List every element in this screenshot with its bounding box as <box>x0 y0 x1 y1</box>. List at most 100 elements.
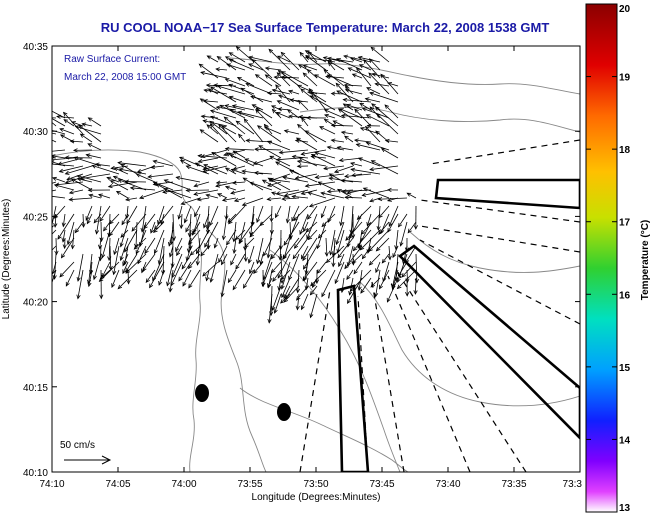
current-vector <box>289 169 318 183</box>
current-vector <box>78 124 102 143</box>
current-vector <box>106 176 120 183</box>
current-vector <box>275 205 282 219</box>
current-vector <box>52 139 57 143</box>
current-vector <box>93 213 102 224</box>
current-vector <box>307 191 327 199</box>
current-vector <box>346 269 354 281</box>
current-vector <box>387 213 399 233</box>
x-tick-label: 73:50 <box>303 479 328 490</box>
current-vector <box>321 269 336 298</box>
current-vector <box>87 188 111 193</box>
survey-polygon-south <box>336 284 370 472</box>
current-vector <box>226 63 246 71</box>
current-vector <box>213 237 219 249</box>
current-vector <box>300 189 318 196</box>
current-vector <box>271 285 282 311</box>
current-vector <box>324 237 329 257</box>
radial-line-9 <box>429 139 580 165</box>
current-vector <box>150 221 156 234</box>
current-vector <box>237 110 264 119</box>
current-vector <box>272 269 282 283</box>
radial-line-1 <box>299 289 331 472</box>
current-vector <box>295 137 318 151</box>
current-vector <box>342 97 372 103</box>
current-vector <box>401 261 417 278</box>
current-vector <box>316 221 327 250</box>
current-vector <box>338 253 345 268</box>
current-vector <box>306 68 318 79</box>
current-vector <box>248 55 273 63</box>
current-vector <box>245 82 273 95</box>
current-vector <box>303 245 318 270</box>
current-vector <box>343 83 363 88</box>
x-tick-label: 73:3 <box>563 479 583 490</box>
current-vector <box>340 130 354 135</box>
current-vector <box>224 185 237 191</box>
current-vector <box>63 119 75 127</box>
current-vector <box>336 188 354 199</box>
current-vector <box>298 99 309 111</box>
current-vector <box>87 143 102 151</box>
current-vector <box>209 205 219 227</box>
current-vector <box>314 151 336 159</box>
current-vector <box>309 293 318 319</box>
current-vector <box>224 146 255 151</box>
current-vector <box>133 237 147 250</box>
current-vector <box>168 245 174 258</box>
current-vector <box>150 165 165 170</box>
current-vector <box>89 261 94 276</box>
current-vector <box>350 167 381 175</box>
current-vector <box>221 213 228 241</box>
current-vector <box>203 88 228 95</box>
current-vector <box>235 46 255 63</box>
current-vector <box>275 111 291 119</box>
current-vector <box>264 66 282 71</box>
current-vector <box>131 213 147 232</box>
current-vector <box>203 213 210 229</box>
current-vector <box>268 48 291 71</box>
current-vector <box>276 55 291 63</box>
current-vector <box>386 187 399 193</box>
current-vector <box>288 114 309 119</box>
current-vector <box>327 59 345 71</box>
current-vector <box>323 109 345 119</box>
current-vector <box>68 189 84 195</box>
y-tick-label: 40:10 <box>23 468 48 479</box>
current-vector <box>347 67 372 79</box>
current-vector <box>135 173 156 183</box>
current-vector <box>375 237 390 252</box>
current-vector <box>309 95 336 111</box>
current-vector <box>52 245 57 251</box>
current-vector <box>302 261 318 282</box>
current-vector <box>171 213 177 242</box>
current-vector <box>209 123 228 143</box>
current-vector <box>125 253 147 274</box>
current-vector <box>292 237 309 260</box>
current-vector <box>361 245 372 260</box>
current-vector <box>59 261 75 278</box>
current-vector <box>357 55 381 63</box>
current-vector <box>346 103 363 111</box>
current-vector <box>209 109 237 119</box>
current-vector <box>59 128 75 135</box>
current-vector <box>166 261 174 287</box>
dark-marker-1 <box>195 384 209 402</box>
current-vector <box>68 197 93 202</box>
current-vector <box>266 91 282 96</box>
current-vector <box>306 115 327 120</box>
current-vector <box>280 75 300 80</box>
current-vector <box>258 145 282 159</box>
current-vector <box>275 161 300 175</box>
current-vector <box>52 154 66 159</box>
current-vector <box>314 74 336 87</box>
current-vector <box>253 261 264 275</box>
current-vector <box>307 229 318 241</box>
current-vector-field <box>52 46 419 324</box>
colorbar: 20 19 18 17 16 15 14 13 Temperature (°C) <box>585 3 651 514</box>
current-vector <box>121 213 129 226</box>
current-vector <box>160 213 165 225</box>
current-vector <box>326 74 354 87</box>
current-vector <box>308 88 327 111</box>
current-vector <box>52 117 57 119</box>
current-vector <box>61 213 66 228</box>
